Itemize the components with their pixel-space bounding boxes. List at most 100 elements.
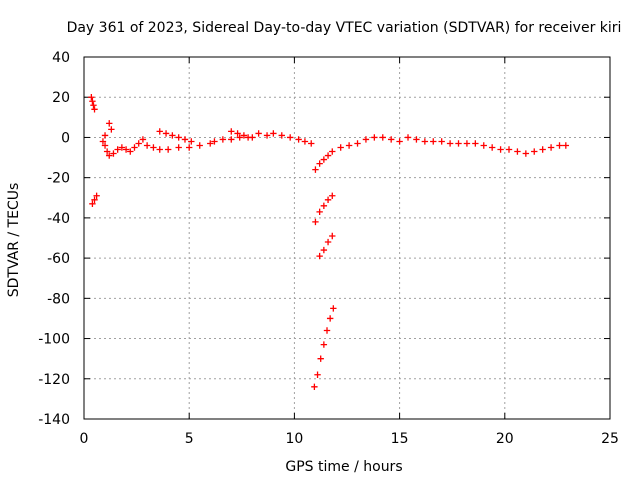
data-point [330,305,337,312]
data-point [207,140,214,147]
data-point [135,140,142,147]
data-point [556,142,563,149]
data-point [438,138,445,145]
x-tick-label: 15 [391,431,409,447]
data-point [270,130,277,137]
data-point [323,327,331,334]
y-axis-label: SDTVAR / TECUs [6,183,22,298]
data-point [308,140,315,147]
chart-title: Day 361 of 2023, Sidereal Day-to-day VTE… [67,20,622,36]
data-point [404,134,412,141]
data-point [413,136,420,143]
y-tick-label: -120 [38,372,70,388]
data-point [164,146,172,153]
data-point [211,138,218,145]
data-point [122,146,130,153]
data-point [219,136,227,143]
data-point [345,142,353,149]
data-point [234,130,241,137]
data-point [371,134,378,141]
data-point [181,136,189,143]
data-point [89,98,96,105]
x-tick-label: 20 [496,431,514,447]
data-point [463,140,471,147]
x-tick-label: 0 [80,431,89,447]
data-point [249,134,256,141]
x-tick-label: 10 [285,431,303,447]
data-point [488,144,496,151]
data-point [362,136,370,143]
data-point [421,138,429,145]
data-point [89,200,96,208]
data-point [539,146,546,153]
data-point [324,238,332,246]
data-point [90,102,97,109]
data-point [505,146,513,153]
data-point [240,132,248,139]
data-point [379,134,386,141]
data-point [110,150,117,157]
data-point [286,134,294,141]
data-point [127,148,134,155]
data-point [278,132,285,139]
data-point [88,94,95,101]
data-point [143,142,151,149]
data-point [396,138,403,145]
data-point [150,144,157,151]
y-tick-label: 20 [52,90,70,106]
data-point [387,136,395,143]
data-point [156,146,163,153]
x-axis-label: GPS time / hours [285,459,402,475]
y-tick-label: -20 [47,171,70,187]
data-point [188,138,195,145]
grid [84,57,610,419]
data-point [139,136,147,143]
y-tick-label: -100 [38,332,70,348]
data-point [301,138,309,145]
data-point [91,196,98,203]
data-point [108,126,115,133]
data-series [88,94,570,391]
data-point [186,144,193,151]
data-point [430,138,437,145]
data-point [236,134,243,141]
data-point [320,341,328,348]
data-point [547,144,555,151]
data-point [316,252,323,260]
data-point [106,152,113,159]
data-point [329,148,336,155]
data-point [522,150,530,157]
data-point [131,144,138,151]
data-point [311,383,318,391]
data-point [162,130,170,137]
data-point [531,148,538,155]
y-tick-label: -80 [47,291,70,307]
data-point [337,144,344,151]
data-point [320,202,328,210]
y-tick-label: -60 [47,251,70,267]
data-point [329,192,336,199]
data-point [91,106,98,113]
data-point [93,192,100,199]
x-tick-label: 5 [185,431,194,447]
data-point [329,232,336,240]
data-point [354,140,361,147]
data-point [320,156,328,163]
data-point [317,355,324,362]
y-tick-label: -40 [47,211,70,227]
data-point [175,134,182,141]
data-point [228,136,235,143]
data-point [316,208,323,216]
data-point [320,246,328,254]
data-point [314,371,321,378]
data-point [156,128,163,135]
x-tick-label: 25 [601,431,619,447]
data-point [263,132,271,139]
data-point [101,132,109,139]
data-point [101,142,109,149]
x-axis: 0 5 10 15 20 25 [80,57,619,447]
data-point [324,152,332,159]
data-point [472,140,479,147]
